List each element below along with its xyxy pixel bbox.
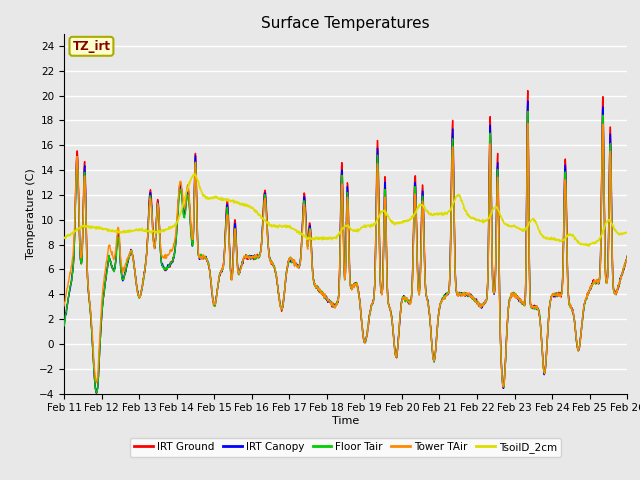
Line: IRT Ground: IRT Ground: [64, 91, 627, 394]
Line: IRT Canopy: IRT Canopy: [64, 101, 627, 392]
IRT Canopy: [92, 389, 100, 395]
Title: Surface Temperatures: Surface Temperatures: [261, 16, 430, 31]
Floor Tair: [172, 238, 180, 244]
IRT Ground: [172, 239, 180, 244]
Floor Tair: [93, 390, 100, 396]
Y-axis label: Temperature (C): Temperature (C): [26, 168, 36, 259]
IRT Ground: [186, 204, 193, 210]
Tower TAir: [248, 255, 256, 261]
X-axis label: Time: Time: [332, 416, 359, 426]
IRT Canopy: [507, 292, 515, 298]
IRT Ground: [60, 321, 68, 326]
TsoilD_2cm: [585, 243, 593, 249]
Tower TAir: [507, 290, 515, 296]
Tower TAir: [524, 120, 532, 126]
Line: TsoilD_2cm: TsoilD_2cm: [64, 174, 627, 246]
Floor Tair: [557, 292, 565, 298]
Tower TAir: [186, 194, 193, 200]
Tower TAir: [172, 232, 179, 238]
IRT Ground: [623, 253, 631, 259]
Floor Tair: [60, 323, 68, 329]
Text: TZ_irt: TZ_irt: [72, 40, 111, 53]
IRT Ground: [557, 294, 565, 300]
Line: Floor Tair: Floor Tair: [64, 111, 627, 393]
IRT Ground: [433, 324, 441, 330]
IRT Ground: [507, 291, 515, 297]
IRT Ground: [249, 255, 257, 261]
Tower TAir: [623, 255, 631, 261]
Tower TAir: [499, 384, 507, 390]
IRT Canopy: [524, 98, 532, 104]
Floor Tair: [524, 108, 532, 114]
Tower TAir: [557, 292, 565, 298]
TsoilD_2cm: [249, 204, 257, 210]
IRT Canopy: [186, 206, 193, 212]
Legend: IRT Ground, IRT Canopy, Floor Tair, Tower TAir, TsoilD_2cm: IRT Ground, IRT Canopy, Floor Tair, Towe…: [130, 438, 561, 457]
TsoilD_2cm: [507, 223, 515, 229]
TsoilD_2cm: [557, 238, 564, 244]
IRT Canopy: [433, 325, 441, 331]
IRT Ground: [93, 391, 100, 396]
IRT Canopy: [172, 238, 180, 243]
TsoilD_2cm: [60, 235, 68, 240]
TsoilD_2cm: [186, 180, 193, 185]
TsoilD_2cm: [623, 230, 631, 236]
Tower TAir: [433, 329, 441, 335]
IRT Canopy: [249, 254, 257, 260]
TsoilD_2cm: [172, 222, 179, 228]
IRT Ground: [524, 88, 532, 94]
IRT Canopy: [623, 254, 631, 260]
Line: Tower TAir: Tower TAir: [64, 123, 627, 387]
IRT Canopy: [557, 292, 565, 298]
Floor Tair: [433, 324, 441, 330]
Floor Tair: [623, 254, 631, 260]
Floor Tair: [249, 253, 257, 259]
Tower TAir: [60, 303, 68, 309]
Floor Tair: [186, 208, 193, 214]
TsoilD_2cm: [433, 210, 441, 216]
TsoilD_2cm: [191, 171, 198, 177]
IRT Canopy: [60, 322, 68, 328]
Floor Tair: [507, 293, 515, 299]
